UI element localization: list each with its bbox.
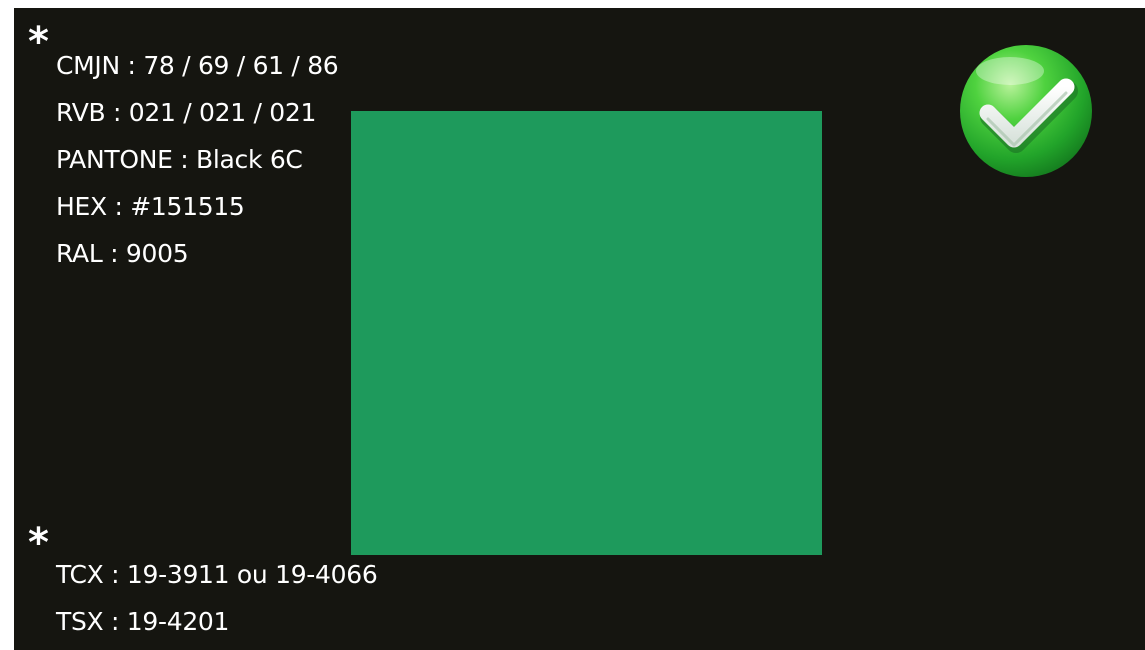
- cmjn-value: CMJN : 78 / 69 / 61 / 86: [56, 51, 339, 80]
- ral-value: RAL : 9005: [56, 239, 189, 268]
- hex-value: HEX : #151515: [56, 192, 245, 221]
- tsx-value: TSX : 19-4201: [56, 607, 230, 636]
- asterisk-marker-top: *: [28, 19, 49, 65]
- color-card: * CMJN : 78 / 69 / 61 / 86 RVB : 021 / 0…: [14, 8, 1145, 650]
- color-swatch: [351, 111, 822, 555]
- green-checkmark-icon: [958, 43, 1094, 179]
- pantone-value: PANTONE : Black 6C: [56, 145, 303, 174]
- rvb-value: RVB : 021 / 021 / 021: [56, 98, 317, 127]
- asterisk-marker-bottom: *: [28, 520, 49, 566]
- tcx-value: TCX : 19-3911 ou 19-4066: [56, 560, 378, 589]
